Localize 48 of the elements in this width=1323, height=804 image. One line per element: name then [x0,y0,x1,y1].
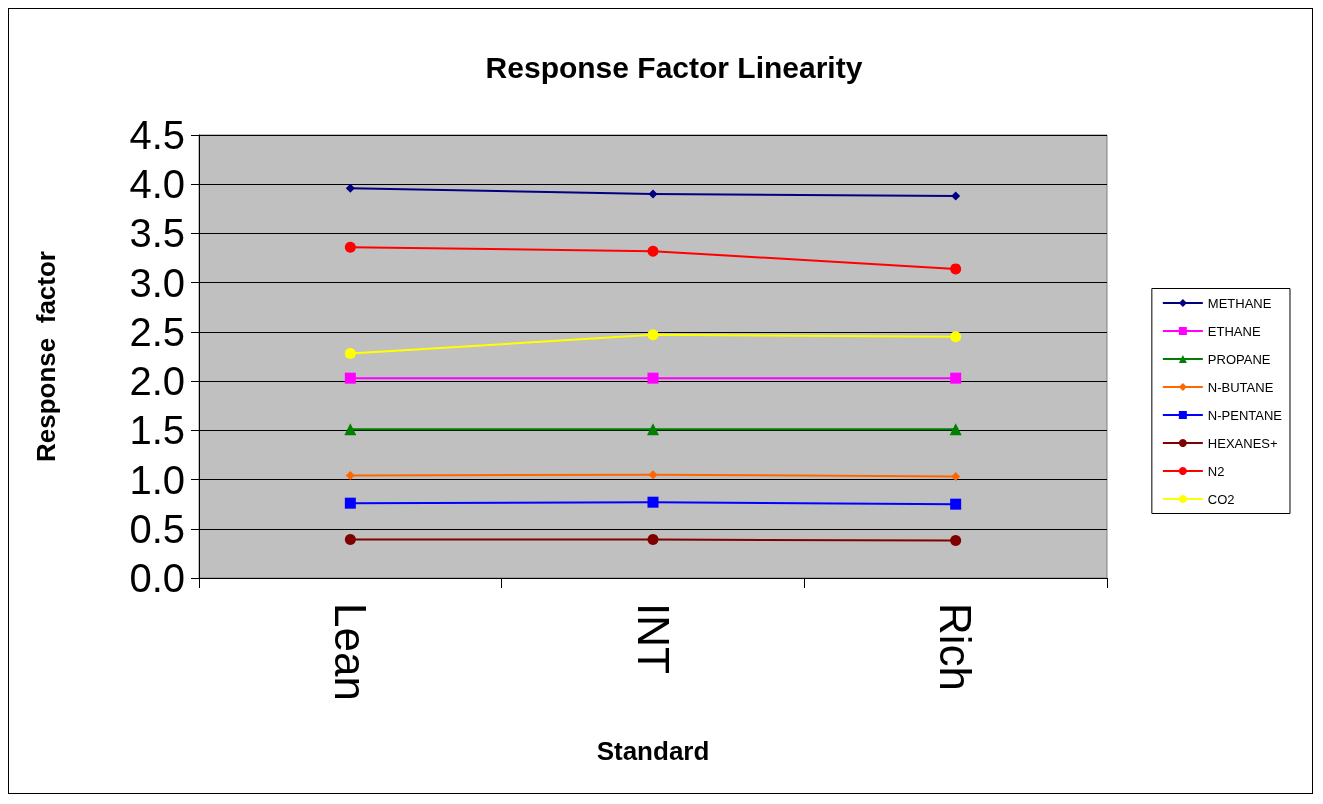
y-tick-label: 0.0 [129,556,185,600]
legend-label: N2 [1207,463,1225,479]
point [951,191,961,201]
legend-label: PROPANE [1207,351,1271,367]
point [951,472,961,482]
y-tick-label: 3.0 [129,260,185,305]
point [345,183,355,193]
x-tick-label: INT [628,603,678,674]
point [344,241,356,253]
x-tick-label: Lean [325,603,375,701]
legend-label: ETHANE [1207,323,1261,339]
chart-title: Response Factor Linearity [485,50,863,84]
point [950,331,962,343]
x-tick-label: Rich [931,603,981,692]
point [647,423,659,436]
y-tick-label: 3.5 [129,211,185,256]
y-axis-title: Response factor [31,251,61,462]
y-tick-label: 0.5 [129,506,185,551]
point [950,498,962,510]
point [648,470,658,480]
point [647,534,659,546]
point [344,372,356,384]
y-tick-label: 4.5 [129,113,185,157]
y-tick-label: 2.5 [129,309,185,354]
point [344,423,357,436]
y-tick-label: 1.5 [129,408,185,453]
point [950,263,962,275]
point [950,535,962,547]
point [949,423,962,436]
point [345,471,355,481]
y-tick-label: 1.0 [129,457,185,502]
legend-label: N-PENTANE [1207,407,1283,423]
point [344,497,356,509]
y-tick-label: 2.0 [129,359,185,404]
legend-label: N-BUTANE [1207,379,1274,395]
point [344,534,356,546]
point [647,329,659,341]
legend-label: CO2 [1207,491,1235,507]
point [648,189,658,199]
point [344,348,356,360]
point [950,372,962,384]
point [647,496,659,508]
x-axis-title: Standard [596,736,710,766]
legend-label: METHANE [1207,295,1272,311]
legend-label: HEXANES+ [1207,435,1278,451]
point [647,245,659,257]
point [647,372,659,384]
y-tick-label: 4.0 [129,162,185,207]
